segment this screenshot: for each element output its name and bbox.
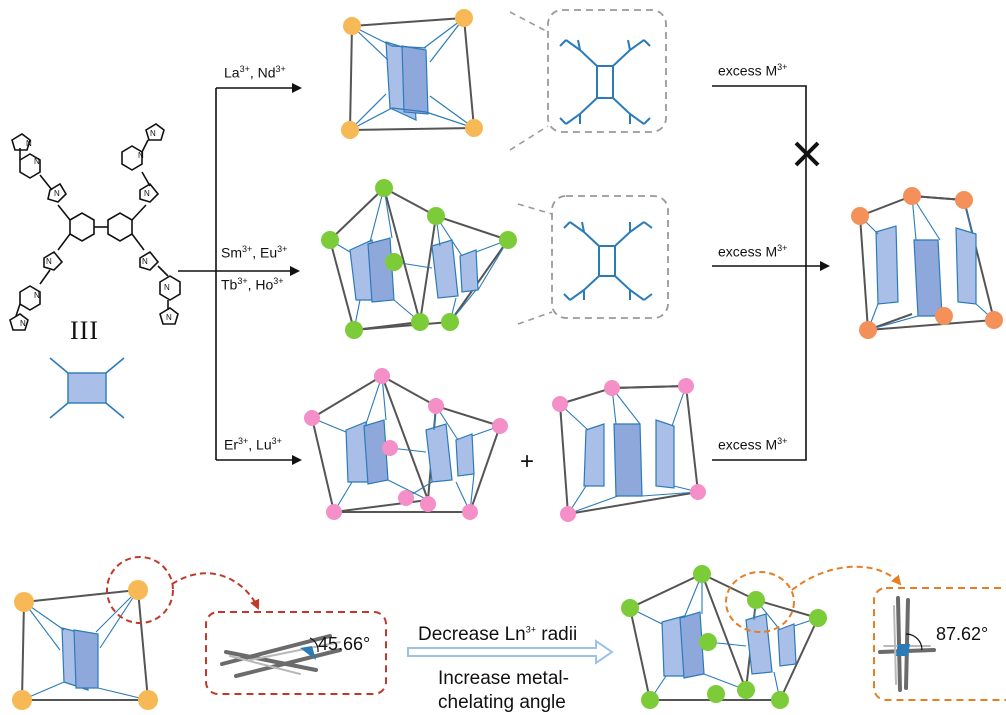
ion-nd: Nd [257,64,276,81]
ion-lu: Lu [256,436,272,453]
cage-sm [321,179,517,339]
trend-line-1: Decrease Ln3+ radii [418,624,577,646]
trend-line-3: chelating angle [438,692,566,713]
inset-angle-left [205,611,387,695]
excess-charge-middle: 3+ [777,243,788,253]
svg-text:N: N [144,189,150,198]
svg-text:N: N [26,139,32,148]
svg-text:N: N [142,257,148,266]
svg-text:N: N [54,189,60,198]
charge-lu: 3+ [271,436,282,446]
inset-angle-right [873,587,1006,701]
angle-left-value: 45.66° [318,634,371,654]
cage-sm-small [621,565,827,709]
charge-ho: 3+ [273,276,284,286]
excess-label-bottom: excess M3+ [718,436,787,453]
route-middle-label-2: Tb3+, Ho3+ [221,276,284,293]
cage-la-small [12,580,158,710]
inset-middle [517,195,669,325]
charge-la: 3+ [239,64,250,74]
ion-er: Er [224,436,238,453]
excess-charge-top: 3+ [777,62,788,72]
excess-text-top: excess M [718,62,778,79]
svg-text:N: N [150,129,156,138]
svg-text:N: N [138,151,144,160]
svg-text:N: N [20,319,26,328]
charge-er: 3+ [238,436,249,446]
excess-label-middle: excess M3+ [718,243,787,260]
branch-arrows [178,83,830,465]
excess-text-bottom: excess M [718,436,778,453]
trend-line-2: Increase metal- [438,668,569,689]
charge-sm: 3+ [242,244,253,254]
ion-eu: Eu [260,244,278,261]
svg-text:N: N [46,257,52,266]
ion-tb: Tb [221,276,238,293]
route-top-label: La3+, Nd3+ [224,64,286,81]
svg-text:N: N [34,157,40,166]
charge-tb: 3+ [237,276,248,286]
charge-nd: 3+ [275,64,286,74]
trend-line-1-post: radii [536,624,578,645]
orange-highlight [725,565,902,633]
trend-arrow [407,639,614,665]
angle-right-value: 87.62° [936,624,989,644]
svg-text:N: N [164,283,170,292]
trend-line-1-pre: Decrease Ln [418,624,526,645]
charge-eu: 3+ [277,244,288,254]
svg-text:N: N [166,313,172,322]
cage-final [851,187,1003,339]
plus-sign: + [520,448,535,475]
route-bottom-label: Er3+, Lu3+ [224,436,282,453]
blocked-cross [794,141,820,167]
trend-line-1-charge: 3+ [525,624,536,635]
ion-sm: Sm [221,244,242,261]
ligand-n-labels: NNN NNN NNN NNN [20,129,172,328]
cage-er-a [304,368,508,520]
ion-la: La [224,64,240,81]
cage-er-b [552,378,706,522]
svg-text:N: N [34,291,40,300]
route-middle-label-1: Sm3+, Eu3+ [221,244,288,261]
excess-charge-bottom: 3+ [777,436,788,446]
excess-label-top: excess M3+ [718,62,787,79]
ligand-cartoon [49,357,125,419]
excess-text-middle: excess M [718,243,778,260]
ligand-structure [9,123,181,331]
ligand-label: III [70,316,99,345]
red-highlight [106,556,260,624]
inset-top [509,9,667,151]
ion-ho: Ho [255,276,274,293]
cage-la [341,9,483,139]
